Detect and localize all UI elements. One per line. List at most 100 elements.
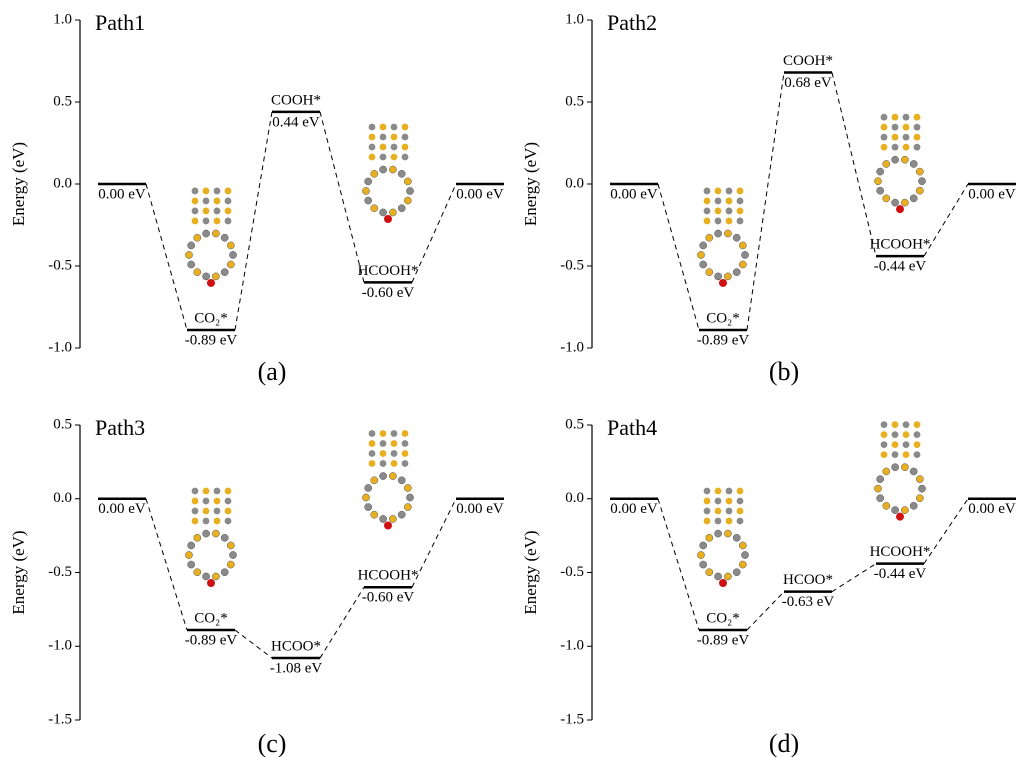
atom <box>914 451 921 458</box>
connector <box>146 499 187 630</box>
atom <box>883 195 890 202</box>
atom <box>903 144 910 151</box>
atom <box>225 508 232 515</box>
atom <box>914 431 921 438</box>
atom <box>901 156 908 163</box>
atom <box>704 508 711 515</box>
atom <box>389 209 396 216</box>
value-label: -0.44 eV <box>874 566 927 582</box>
y-tick-label: 0.0 <box>565 490 584 506</box>
value-label: -0.60 eV <box>362 285 415 301</box>
atom <box>881 441 888 448</box>
atom <box>203 498 210 505</box>
atom <box>214 198 221 205</box>
y-tick-label: -1.0 <box>560 638 584 654</box>
atom <box>918 485 925 492</box>
atom <box>726 518 733 525</box>
atom <box>391 440 398 447</box>
value-label: -0.63 eV <box>782 594 835 610</box>
atom <box>384 215 392 223</box>
atom <box>892 506 899 513</box>
atom <box>914 134 921 141</box>
atom <box>371 170 378 177</box>
atom <box>188 561 195 568</box>
atom <box>715 498 722 505</box>
value-label: -0.44 eV <box>874 259 927 275</box>
connector <box>412 499 456 588</box>
atom <box>380 472 387 479</box>
species-label: COOH* <box>783 53 833 69</box>
atom <box>391 134 398 141</box>
atom <box>877 168 884 175</box>
atom <box>369 134 376 141</box>
y-tick-label: -0.5 <box>560 564 584 580</box>
atom <box>706 569 713 576</box>
structure-icon <box>874 114 925 213</box>
atom <box>881 114 888 121</box>
atom <box>724 273 731 280</box>
atom <box>910 468 917 475</box>
atom <box>697 551 704 558</box>
atom <box>221 234 228 241</box>
atom <box>380 166 387 173</box>
atom <box>892 421 899 428</box>
y-tick-label: 0.5 <box>53 93 72 109</box>
atom <box>406 494 413 501</box>
y-tick-label: -1.0 <box>560 339 584 355</box>
atom <box>881 451 888 458</box>
atom <box>704 488 711 495</box>
atom <box>227 542 234 549</box>
atom <box>380 124 387 131</box>
atom <box>362 187 369 194</box>
panel-label: (d) <box>769 729 799 757</box>
species-label: HCOO* <box>783 572 833 588</box>
y-axis-label: Energy (eV) <box>521 530 540 614</box>
atom <box>380 440 387 447</box>
atom <box>910 195 917 202</box>
connector <box>658 499 699 630</box>
atom <box>214 498 221 505</box>
atom <box>874 178 881 185</box>
atom <box>719 579 727 587</box>
atom <box>212 573 219 580</box>
atom <box>883 502 890 509</box>
atom <box>901 506 908 513</box>
atom <box>739 561 746 568</box>
panel-title: Path1 <box>95 10 145 35</box>
atom <box>715 573 722 580</box>
value-label: 0.00 eV <box>456 186 504 202</box>
atom <box>877 495 884 502</box>
atom <box>892 464 899 471</box>
atom <box>737 218 744 225</box>
atom <box>203 198 210 205</box>
y-tick-label: -1.5 <box>48 711 72 727</box>
atom <box>214 488 221 495</box>
atom <box>704 208 711 215</box>
atom <box>221 569 228 576</box>
y-tick-label: -1.0 <box>48 638 72 654</box>
atom <box>914 441 921 448</box>
connector <box>412 184 456 282</box>
atom <box>398 477 405 484</box>
atom <box>918 178 925 185</box>
atom <box>225 198 232 205</box>
species-label: HCOOH* <box>870 544 931 560</box>
atom <box>402 440 409 447</box>
figure: -1.0-0.50.00.51.0Energy (eV)Path1(a)0.00… <box>0 0 1029 757</box>
connector <box>924 184 968 256</box>
structure-icon <box>697 188 748 287</box>
atom <box>380 450 387 457</box>
connector <box>320 112 364 283</box>
atom <box>369 430 376 437</box>
atom <box>402 124 409 131</box>
atom <box>715 208 722 215</box>
atom <box>185 551 192 558</box>
structure-icon <box>697 488 748 587</box>
atom <box>380 209 387 216</box>
panel-label: (c) <box>258 729 287 757</box>
atom <box>700 261 707 268</box>
atom <box>881 431 888 438</box>
y-tick-label: -0.5 <box>48 257 72 273</box>
atom <box>212 273 219 280</box>
atom <box>697 251 704 258</box>
